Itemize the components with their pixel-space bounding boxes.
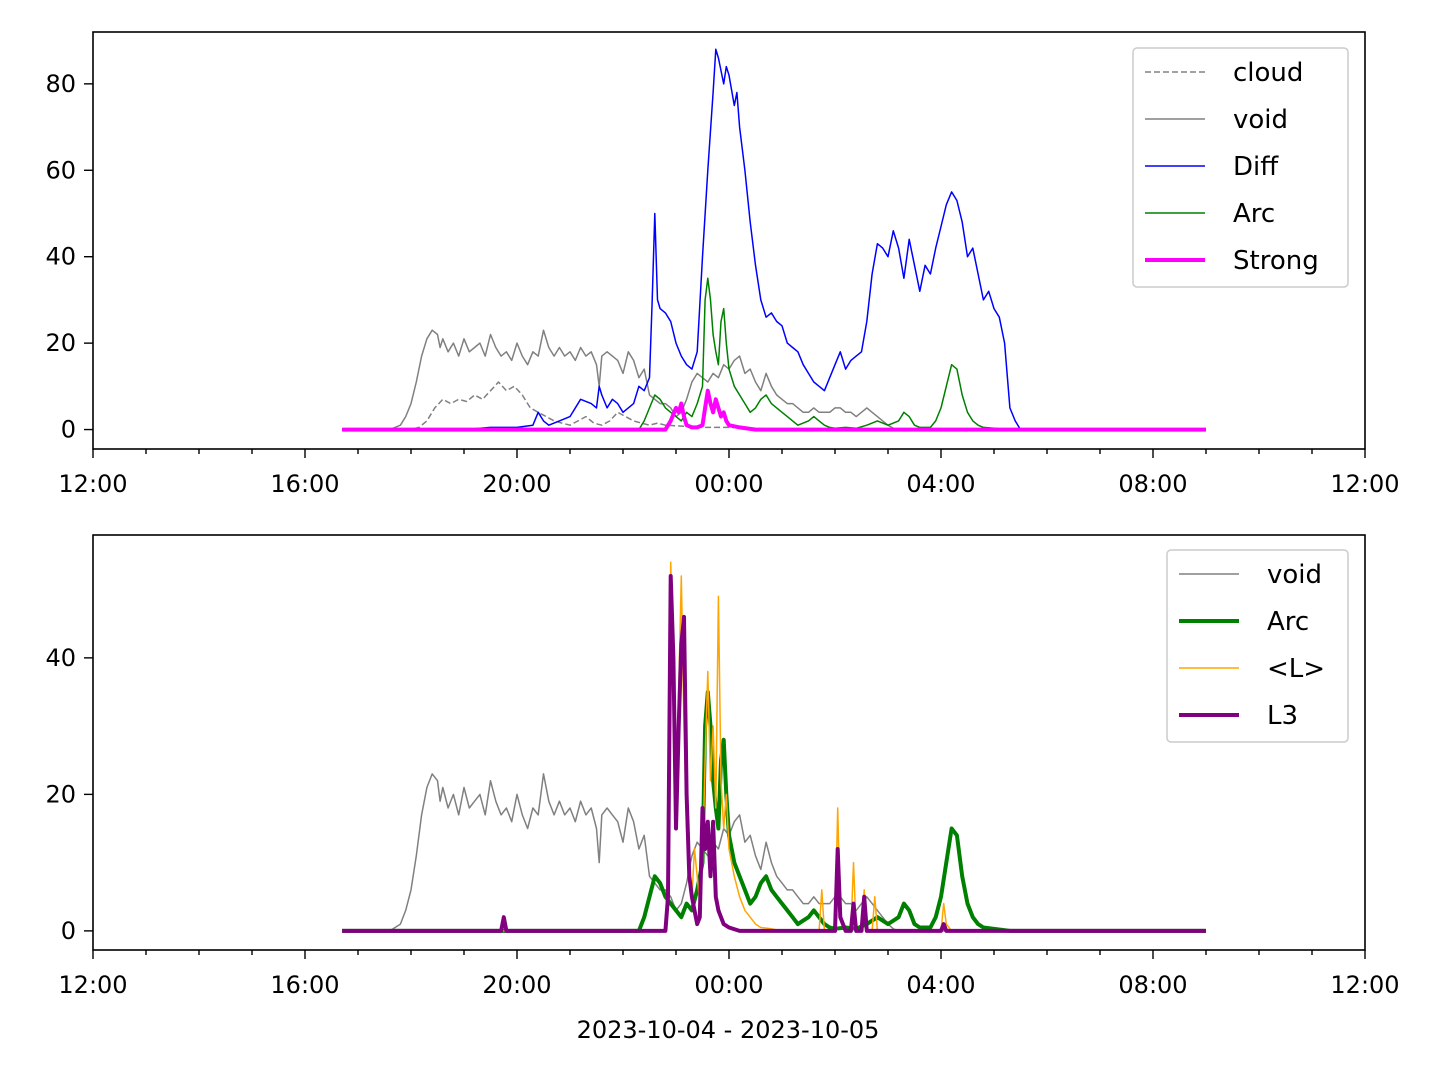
legend-label: <L> bbox=[1267, 654, 1325, 684]
series-line-arc bbox=[342, 277, 1206, 431]
legend-label: void bbox=[1267, 560, 1322, 590]
y-tick-label: 20 bbox=[45, 329, 76, 357]
legend-label: Diff bbox=[1233, 152, 1279, 182]
legend-label: void bbox=[1233, 105, 1288, 135]
series-line-diff bbox=[342, 48, 1206, 431]
series-group bbox=[342, 561, 1206, 933]
x-tick-label: 12:00 bbox=[58, 971, 127, 999]
x-tick-label: 20:00 bbox=[482, 470, 551, 498]
x-tick-label: 00:00 bbox=[694, 470, 763, 498]
series-line-arc bbox=[342, 690, 1206, 933]
legend-label: Arc bbox=[1267, 607, 1309, 637]
legend-box bbox=[1132, 47, 1349, 288]
series-line-strong bbox=[342, 388, 1206, 432]
x-tick-label: 04:00 bbox=[906, 971, 975, 999]
top-panel: 12:00 16:00 20:00 00:00 04:00 08:00 12:00 0 20 40… bbox=[45, 31, 1400, 498]
y-tick-label: 80 bbox=[45, 70, 76, 98]
x-tick-label: 12:00 bbox=[58, 470, 127, 498]
x-tick-label: 08:00 bbox=[1118, 971, 1187, 999]
series-line-void bbox=[342, 329, 979, 431]
x-tick-label: 12:00 bbox=[1330, 971, 1399, 999]
bottom-panel: 12:00 16:00 20:00 00:00 04:00 08:00 12:00 0 20 40… bbox=[45, 534, 1400, 999]
legend-label: Strong bbox=[1233, 246, 1319, 276]
y-tick-label: 0 bbox=[61, 416, 76, 444]
y-tick-label: 0 bbox=[61, 917, 76, 945]
x-axis-label: 2023-10-04 - 2023-10-05 bbox=[577, 1016, 880, 1044]
y-tick-label: 40 bbox=[45, 644, 76, 672]
x-tick-label: 16:00 bbox=[270, 971, 339, 999]
legend-box bbox=[1166, 549, 1349, 743]
y-tick-label: 60 bbox=[45, 156, 76, 184]
series-line-void bbox=[342, 773, 979, 932]
legend-label: cloud bbox=[1233, 58, 1303, 88]
legend-label: Arc bbox=[1233, 199, 1275, 229]
series-group bbox=[342, 48, 1206, 432]
x-tick-label: 12:00 bbox=[1330, 470, 1399, 498]
y-tick-label: 40 bbox=[45, 243, 76, 271]
series-line-l3 bbox=[342, 574, 1206, 933]
legend: void Arc <L> L3 bbox=[1166, 549, 1349, 743]
x-tick-label: 20:00 bbox=[482, 971, 551, 999]
y-tick-label: 20 bbox=[45, 780, 76, 808]
x-tick-label: 08:00 bbox=[1118, 470, 1187, 498]
x-tick-label: 00:00 bbox=[694, 971, 763, 999]
x-tick-label: 04:00 bbox=[906, 470, 975, 498]
legend-label: L3 bbox=[1267, 701, 1298, 731]
legend: cloud void Diff Arc Strong bbox=[1132, 47, 1349, 288]
x-tick-label: 16:00 bbox=[270, 470, 339, 498]
